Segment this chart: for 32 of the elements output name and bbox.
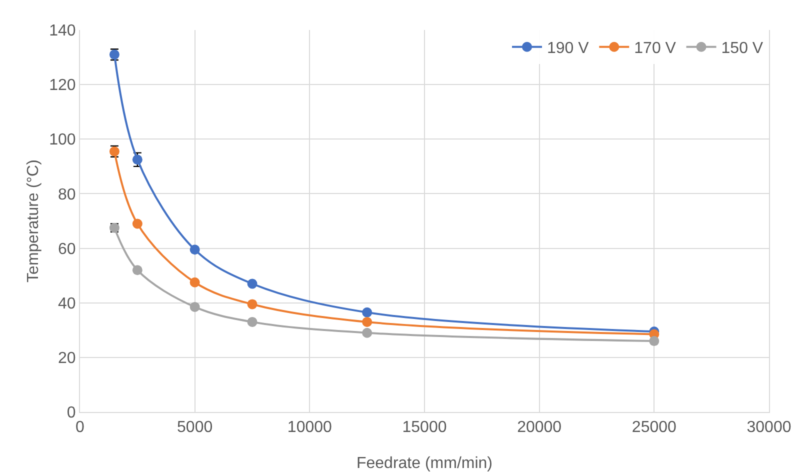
point [362,328,372,338]
x-tick-label: 5000 [177,419,213,436]
x-tick-label: 10000 [287,419,332,436]
point [247,316,258,327]
point [649,336,660,346]
y-tick-label: 120 [49,77,76,94]
legend-label: 190 V [547,40,590,58]
y-tick-label: 80 [58,186,76,204]
point [132,218,142,229]
point [247,299,258,310]
y-tick-label: 100 [49,132,76,149]
point [190,302,200,312]
y-tick-label: 40 [58,295,76,312]
legend-label: 170 V [634,40,676,58]
y-axis-title: Temperature (°C) [25,160,42,282]
point [247,278,258,289]
point [132,154,142,165]
y-tick-label: 140 [49,22,76,40]
y-tick-label: 0 [66,404,76,422]
y-tick-label: 20 [58,350,76,368]
point [190,244,200,255]
point [190,277,200,288]
x-tick-label: 15000 [402,419,447,436]
point [132,265,142,276]
x-tick-label: 30000 [746,419,792,436]
x-axis-title: Feedrate (mm/min) [356,455,493,472]
x-tick-label: 25000 [632,419,677,436]
x-tick-label: 20000 [517,419,562,436]
point [362,307,372,318]
point [362,316,372,327]
y-tick-label: 60 [58,240,76,258]
legend-label: 150 V [721,40,764,58]
